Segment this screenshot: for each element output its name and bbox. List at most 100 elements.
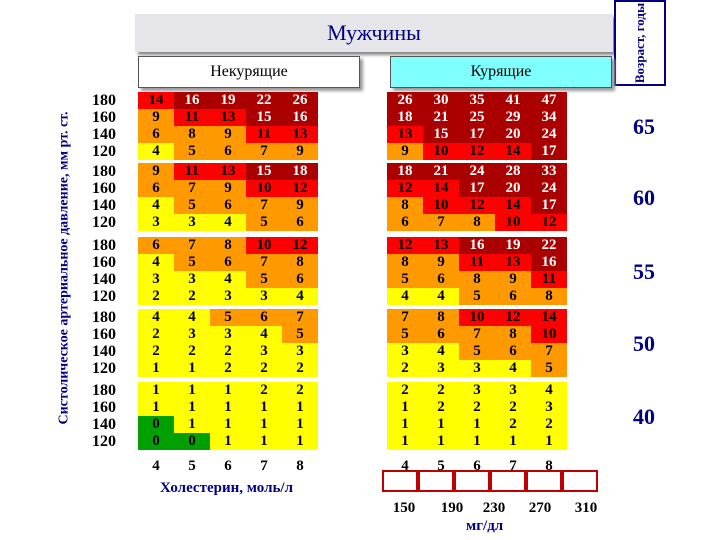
nonsmoker-risk-cell: 4 [174,309,210,326]
nonsmoker-risk-cell: 1 [210,382,246,399]
nonsmoker-risk-cell: 2 [138,343,174,360]
smoker-risk-cell: 9 [387,143,423,160]
nonsmoker-risk-cell: 6 [246,309,282,326]
smoker-risk-cell: 1 [387,399,423,416]
smoker-risk-cell: 24 [531,180,567,197]
bp-level-label: 180 [92,237,116,254]
cholesterol-mg-tick: 270 [528,500,552,516]
smoker-risk-cell: 5 [387,271,423,288]
nonsmoker-risk-cell: 4 [210,271,246,288]
nonsmoker-risk-cell: 1 [246,399,282,416]
bp-level-label: 160 [92,254,116,271]
nonsmoker-risk-cell: 1 [174,399,210,416]
smoker-risk-cell: 47 [531,92,567,109]
smoker-risk-cell: 15 [423,126,459,143]
smoker-risk-cell: 8 [459,271,495,288]
nonsmoker-risk-cell: 9 [282,197,318,214]
nonsmoker-risk-cell: 13 [282,126,318,143]
smoker-risk-cell: 18 [387,109,423,126]
smoker-risk-cell: 6 [495,288,531,305]
smoker-risk-cell: 12 [387,180,423,197]
smoker-risk-cell: 12 [387,237,423,254]
nonsmoker-risk-cell: 11 [174,163,210,180]
y-axis-label-wrap: Систолическое артериальное давление, мм … [54,88,76,448]
nonsmoker-risk-cell: 9 [210,126,246,143]
smoker-risk-cell: 7 [387,309,423,326]
smoker-risk-cell: 18 [387,163,423,180]
smoker-risk-cell: 19 [495,237,531,254]
nonsmoker-risk-cell: 8 [282,254,318,271]
nonsmoker-risk-cell: 6 [138,237,174,254]
smoker-risk-cell: 8 [423,309,459,326]
bp-level-label: 160 [92,180,116,197]
nonsmoker-risk-cell: 18 [282,163,318,180]
nonsmoker-risk-cell: 15 [246,109,282,126]
bp-level-label: 120 [92,288,116,305]
smoker-risk-cell: 28 [495,163,531,180]
smoker-risk-cell: 2 [495,399,531,416]
nonsmoker-risk-cell: 7 [282,309,318,326]
smoker-risk-cell: 12 [531,214,567,231]
age-axis-label-wrap: Возраст, годы [614,0,666,86]
age-axis-label: Возраст, годы [632,2,648,84]
nonsmoker-risk-cell: 12 [282,237,318,254]
smoker-risk-cell: 24 [531,126,567,143]
smoker-risk-cell: 1 [423,416,459,433]
nonsmoker-risk-cell: 1 [174,382,210,399]
nonsmoker-risk-cell: 6 [210,143,246,160]
smoker-risk-cell: 3 [423,360,459,377]
bp-level-label: 120 [92,433,116,450]
age-cell [614,237,666,305]
nonsmokers-header: Некурящие [138,56,360,88]
bp-level-label: 120 [92,214,116,231]
age-label: 55 [633,259,655,284]
nonsmoker-risk-cell: 12 [282,180,318,197]
nonsmoker-risk-cell: 1 [174,360,210,377]
nonsmoker-risk-cell: 5 [246,271,282,288]
nonsmoker-risk-cell: 1 [138,399,174,416]
nonsmoker-risk-cell: 6 [210,254,246,271]
smoker-risk-cell: 8 [531,288,567,305]
cholesterol-mg-tick: 190 [440,500,464,516]
nonsmoker-risk-cell: 4 [282,288,318,305]
nonsmoker-risk-cell: 16 [282,109,318,126]
nonsmoker-risk-cell: 7 [246,254,282,271]
age-cell [614,309,666,377]
age-label: 50 [633,331,655,356]
smoker-risk-cell: 7 [423,214,459,231]
nonsmoker-risk-cell: 3 [246,288,282,305]
cholesterol-mg-bracket [562,470,598,492]
nonsmoker-risk-cell: 1 [246,416,282,433]
smoker-risk-cell: 2 [387,382,423,399]
nonsmoker-risk-cell: 3 [174,271,210,288]
nonsmoker-risk-cell: 7 [246,197,282,214]
nonsmoker-risk-cell: 5 [174,143,210,160]
nonsmoker-risk-cell: 1 [282,433,318,450]
bp-level-label: 140 [92,126,116,143]
smoker-risk-cell: 8 [387,254,423,271]
smoker-risk-cell: 33 [531,163,567,180]
nonsmoker-risk-cell: 9 [210,180,246,197]
nonsmoker-risk-cell: 2 [246,382,282,399]
bp-level-label: 120 [92,143,116,160]
bp-level-label: 140 [92,343,116,360]
nonsmoker-risk-cell: 1 [138,382,174,399]
smokers-header: Курящие [390,56,612,88]
nonsmoker-risk-cell: 2 [138,326,174,343]
smoker-risk-cell: 17 [531,143,567,160]
nonsmoker-risk-cell: 11 [174,109,210,126]
nonsmoker-risk-cell: 0 [174,433,210,450]
nonsmoker-risk-cell: 11 [246,126,282,143]
cholesterol-mg-bracket [418,470,454,492]
smoker-risk-cell: 10 [495,214,531,231]
smoker-risk-cell: 6 [387,214,423,231]
smoker-risk-cell: 2 [423,382,459,399]
cholesterol-mg-tick: 150 [392,500,416,516]
bp-level-label: 180 [92,309,116,326]
nonsmoker-risk-cell: 9 [282,143,318,160]
nonsmoker-risk-cell: 13 [210,163,246,180]
nonsmoker-risk-cell: 5 [210,309,246,326]
smoker-risk-cell: 20 [495,126,531,143]
bp-level-label: 160 [92,326,116,343]
smoker-risk-cell: 34 [531,109,567,126]
